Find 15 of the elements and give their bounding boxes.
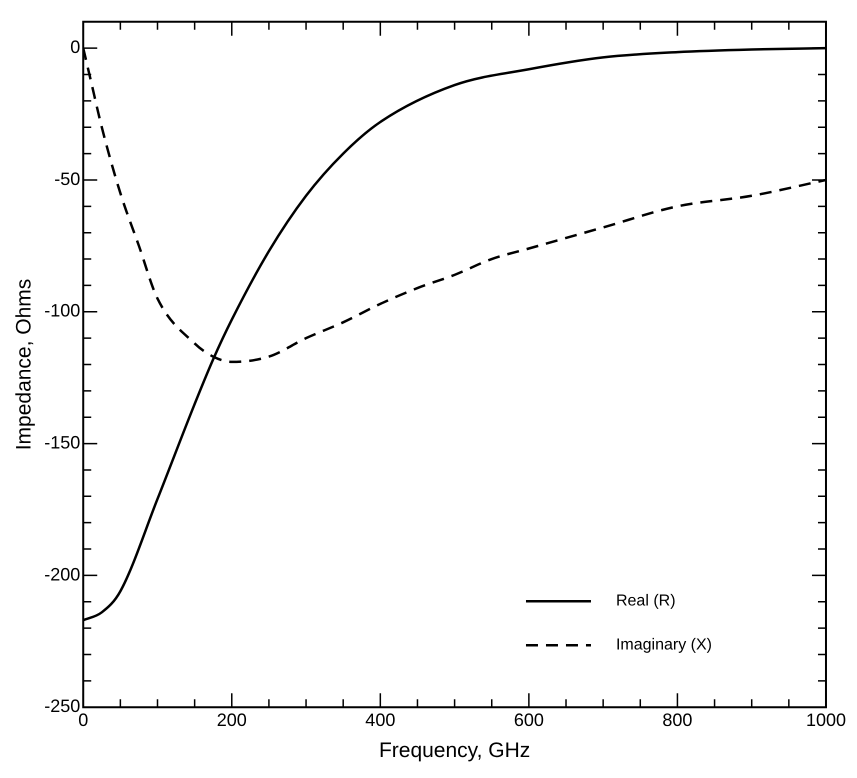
legend-label: Imaginary (X)	[616, 636, 712, 654]
x-tick-label: 600	[514, 710, 544, 730]
x-axis-title: Frequency, GHz	[378, 739, 530, 762]
y-tick-label: -250	[44, 696, 80, 716]
x-tick-label: 400	[365, 710, 396, 730]
x-tick-label: 1000	[806, 710, 846, 730]
y-tick-label: -150	[44, 432, 80, 453]
y-tick-label: 0	[70, 37, 80, 58]
y-tick-label: -200	[44, 564, 80, 584]
x-tick-label: 800	[662, 710, 692, 730]
x-tick-label: 200	[216, 710, 247, 730]
y-tick-label: -50	[54, 168, 80, 189]
y-axis-title: Impedance, Ohms	[12, 278, 36, 450]
y-tick-label: -100	[44, 300, 80, 321]
legend-label: Real (R)	[616, 592, 676, 610]
